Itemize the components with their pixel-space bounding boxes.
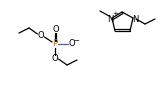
Text: O: O <box>52 54 58 63</box>
Text: N: N <box>132 15 138 23</box>
Text: +: + <box>112 11 118 17</box>
Text: N: N <box>107 15 113 23</box>
Text: −: − <box>74 38 79 44</box>
Text: O: O <box>38 31 44 40</box>
Text: O: O <box>68 40 75 49</box>
Text: O: O <box>52 26 59 35</box>
Text: P: P <box>52 40 58 49</box>
